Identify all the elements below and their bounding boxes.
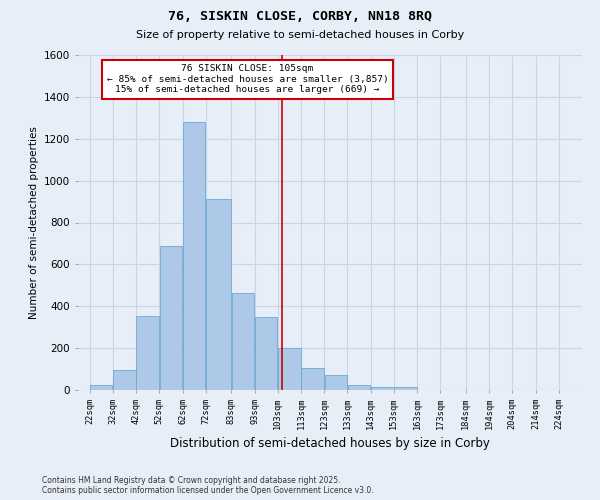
Text: Size of property relative to semi-detached houses in Corby: Size of property relative to semi-detach… [136, 30, 464, 40]
Bar [232, 292, 254, 390]
Bar [206, 200, 231, 390]
Bar [325, 376, 347, 390]
Text: 76 SISKIN CLOSE: 105sqm
← 85% of semi-detached houses are smaller (3,857)
15% of: 76 SISKIN CLOSE: 105sqm ← 85% of semi-de… [107, 64, 388, 94]
Bar [394, 387, 417, 390]
Bar [90, 385, 112, 390]
Text: Contains HM Land Registry data © Crown copyright and database right 2025.
Contai: Contains HM Land Registry data © Crown c… [42, 476, 374, 495]
Y-axis label: Number of semi-detached properties: Number of semi-detached properties [29, 126, 38, 319]
Text: 76, SISKIN CLOSE, CORBY, NN18 8RQ: 76, SISKIN CLOSE, CORBY, NN18 8RQ [168, 10, 432, 23]
Bar [183, 122, 205, 390]
Bar [278, 348, 301, 390]
Bar [371, 387, 394, 390]
X-axis label: Distribution of semi-detached houses by size in Corby: Distribution of semi-detached houses by … [170, 438, 490, 450]
Bar [136, 316, 159, 390]
Bar [301, 368, 324, 390]
Bar [348, 386, 370, 390]
Bar [160, 246, 182, 390]
Bar [255, 316, 277, 390]
Bar [113, 370, 136, 390]
